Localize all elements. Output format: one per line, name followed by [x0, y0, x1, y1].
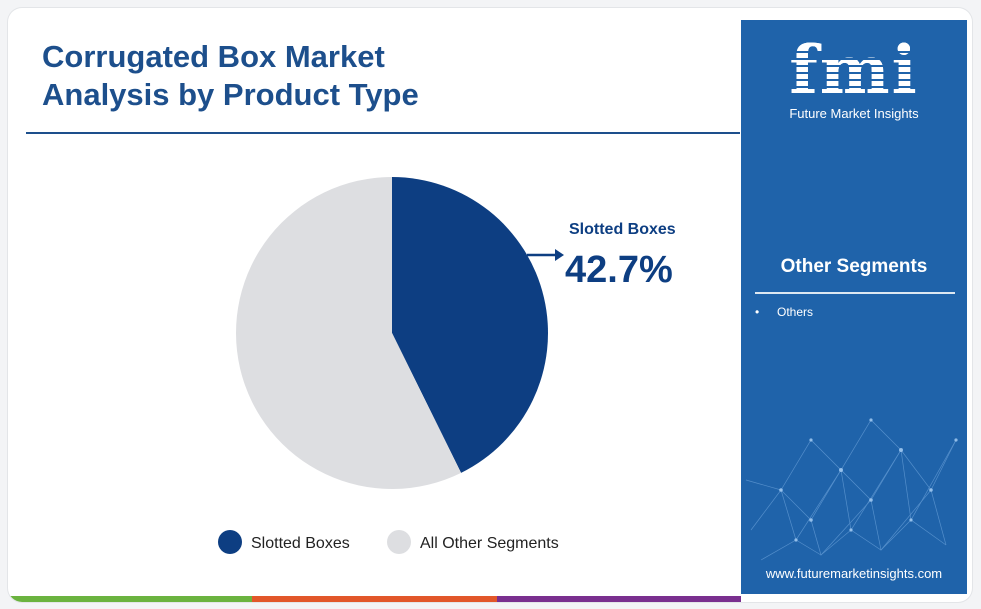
legend-label-1: All Other Segments: [420, 535, 559, 552]
bottom-bar-purple: [496, 596, 741, 602]
bottom-bar-green: [8, 596, 253, 602]
chart-card: Corrugated Box Market Analysis by Produc…: [8, 8, 972, 602]
sidebar-divider: [755, 292, 955, 294]
legend-swatch-1: [387, 530, 411, 554]
other-segments-heading: Other Segments: [780, 256, 928, 277]
callout-arrow: [527, 249, 564, 261]
chart-legend: Slotted Boxes All Other Segments: [218, 530, 559, 554]
sidebar-panel: fmi Future Market Insights Other Segment…: [741, 20, 967, 594]
title-divider: [26, 132, 740, 134]
pie-slice-all-other-segments: [236, 177, 462, 489]
callout-value: 42.7%: [565, 249, 673, 291]
other-segments-list: Others: [755, 302, 813, 322]
segment-item-others: Others: [755, 302, 813, 322]
fmi-logo: fmi: [789, 31, 919, 109]
website-url: www.futuremarketinsights.com: [765, 566, 943, 581]
pie-slice-slotted-boxes: [392, 177, 549, 473]
pie-chart: Slotted Boxes 42.7% Slotted Boxes All Oth…: [218, 177, 676, 554]
logo-subtitle: Future Market Insights: [789, 106, 919, 121]
pie-slices: [236, 177, 549, 489]
bottom-bar-orange: [252, 596, 497, 602]
network-pattern: [745, 418, 958, 561]
chart-title: Corrugated Box Market Analysis by Produc…: [42, 39, 419, 112]
legend-label-0: Slotted Boxes: [251, 535, 350, 552]
legend-swatch-0: [218, 530, 242, 554]
bottom-color-bar: [8, 596, 741, 602]
callout-label: Slotted Boxes: [569, 221, 676, 238]
